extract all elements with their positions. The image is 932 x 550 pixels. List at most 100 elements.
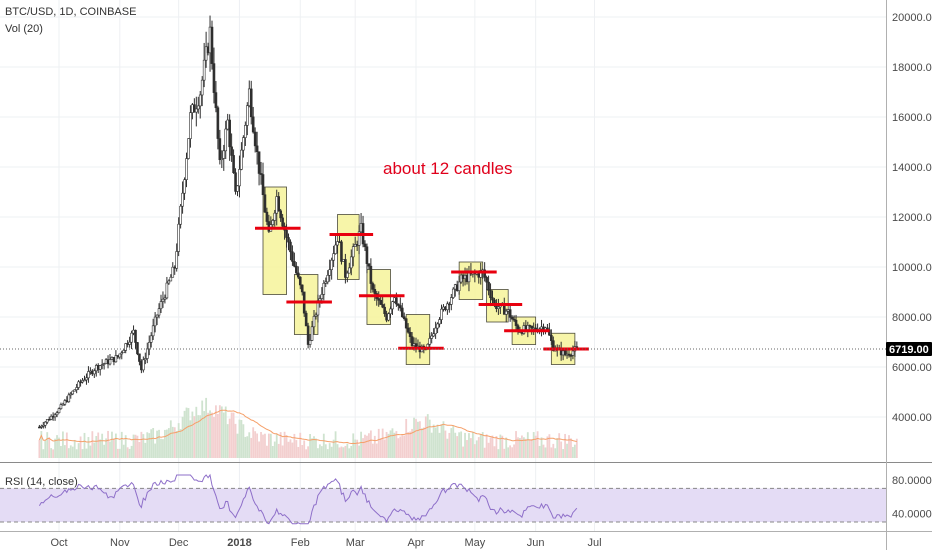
time-tick-label: Oct [50, 537, 67, 549]
volume-bar [273, 441, 276, 458]
volume-bar [554, 448, 557, 458]
candle [102, 362, 106, 370]
price-tick-label: 4000.00 [892, 412, 932, 424]
candle [61, 402, 65, 406]
volume-bar [164, 429, 166, 458]
volume-bar [160, 438, 162, 458]
price-tick-label: 14000.00 [892, 162, 932, 174]
volume-indicator-label[interactable]: Vol (20) [5, 23, 43, 35]
candle [277, 192, 280, 212]
candle [344, 253, 347, 284]
volume-bar [226, 424, 229, 458]
volume-bar [411, 428, 413, 458]
volume-bar [42, 449, 45, 458]
volume-bar [218, 405, 221, 458]
candle [432, 328, 435, 338]
volume-bar [216, 413, 219, 458]
volume-bar [215, 405, 217, 458]
candle [312, 310, 316, 335]
candle [249, 80, 253, 125]
candle [289, 239, 292, 261]
volume-bar [103, 444, 106, 458]
volume-bar [503, 448, 506, 458]
volume-bar [383, 439, 386, 458]
volume-bar [368, 433, 370, 458]
volume-bar [548, 434, 551, 458]
candle [304, 310, 308, 327]
volume-bar [511, 447, 514, 458]
volume-bar [95, 436, 98, 458]
volume-bar [142, 434, 145, 458]
last-price-tag: 6719.00 [886, 342, 932, 357]
volume-bar [126, 447, 129, 458]
volume-bar [354, 439, 357, 458]
volume-bar [54, 438, 56, 458]
volume-bar [570, 438, 572, 458]
candle [253, 127, 257, 153]
candle [108, 354, 112, 366]
candle [212, 47, 216, 104]
candle [357, 225, 361, 255]
volume-ma-line [38, 409, 577, 445]
volume-bar [291, 442, 294, 458]
volume-bar [399, 436, 402, 458]
volume-bar [413, 417, 415, 458]
volume-bar [458, 432, 461, 458]
candle [214, 81, 218, 113]
candle [381, 296, 384, 309]
volume-bar [271, 445, 274, 458]
candle [189, 105, 192, 148]
candle [87, 366, 90, 383]
candle [128, 336, 131, 348]
volume-bar [407, 432, 410, 458]
volume-bar [267, 433, 270, 458]
volume-bar [124, 435, 127, 458]
candle [81, 377, 84, 384]
volume-bar [568, 435, 570, 458]
volume-bar [491, 435, 494, 458]
volume-bar [346, 443, 349, 458]
candle [224, 120, 228, 159]
volume-bar [448, 432, 451, 458]
volume-bar [417, 421, 419, 458]
volume-bar [340, 446, 343, 458]
time-tick-label: 2018 [227, 537, 251, 549]
volume-bar [297, 446, 300, 458]
volume-bar [481, 432, 484, 458]
candle [569, 353, 573, 362]
volume-bar [542, 444, 545, 458]
candle [53, 412, 57, 421]
candle [175, 243, 178, 272]
volume-bar [73, 439, 76, 458]
volume-bar [293, 433, 296, 458]
candle [216, 105, 220, 150]
volume-bar [466, 440, 468, 458]
candle [100, 359, 104, 370]
volume-bar [377, 428, 380, 458]
rsi-indicator-label[interactable]: RSI (14, close) [5, 476, 78, 488]
volume-bar [364, 434, 366, 458]
rsi-axis[interactable]: 40.0000 80.0000 [892, 475, 932, 521]
volume-bar [519, 437, 521, 458]
volume-bar [320, 446, 323, 458]
volume-bar [505, 437, 508, 458]
candle [85, 373, 88, 385]
time-axis[interactable]: Oct Nov Dec 2018 Feb Mar Apr May Jun Jul [50, 537, 601, 549]
volume-bar [60, 445, 62, 458]
candle [251, 106, 255, 134]
candle [293, 252, 296, 268]
annotation-text: about 12 candles [383, 159, 513, 178]
symbol-title[interactable]: BTC/USD, 1D, COINBASE [5, 6, 137, 18]
candle [314, 312, 318, 320]
price-axis[interactable]: 4000.00 6000.00 8000.00 10000.00 12000.00 140… [892, 12, 932, 424]
volume-bar [63, 445, 66, 458]
candle [514, 314, 518, 330]
volume-bar [69, 445, 72, 458]
volume-bar [309, 434, 311, 458]
candle [510, 315, 514, 320]
volume-bar [344, 445, 347, 458]
candle [179, 203, 182, 229]
volume-bar [195, 406, 198, 458]
candle [346, 270, 349, 283]
